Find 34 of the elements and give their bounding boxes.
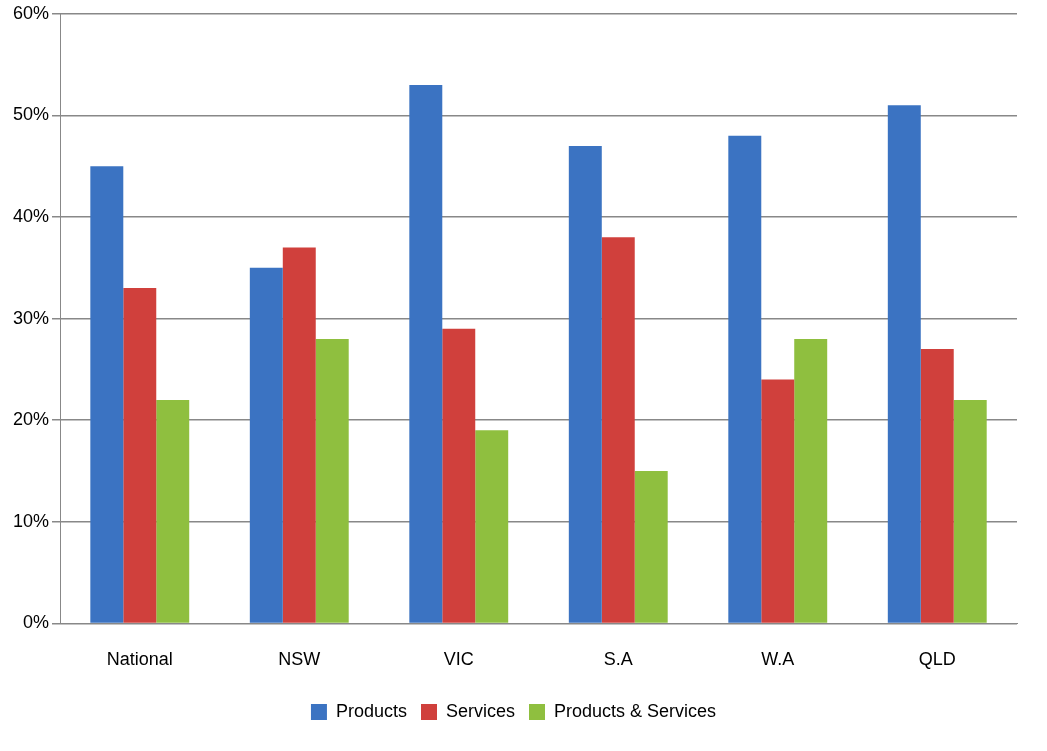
x-tick-label: W.A bbox=[761, 649, 795, 670]
y-tick-label: 50% bbox=[13, 104, 50, 125]
bar bbox=[920, 349, 954, 623]
bar bbox=[728, 135, 762, 623]
bar bbox=[761, 379, 795, 623]
bar bbox=[156, 399, 190, 623]
x-tick-label: S.A bbox=[603, 649, 633, 670]
bar bbox=[953, 399, 987, 623]
legend-label: Products & Services bbox=[554, 700, 717, 721]
legend-label: Products bbox=[335, 700, 407, 721]
bar bbox=[123, 288, 157, 623]
x-tick-label: National bbox=[106, 649, 173, 670]
bar bbox=[282, 247, 316, 623]
y-tick-label: 10% bbox=[13, 510, 50, 531]
bar bbox=[475, 430, 509, 623]
bar bbox=[887, 105, 921, 623]
bar bbox=[634, 471, 668, 623]
legend-label: Services bbox=[445, 700, 516, 721]
x-tick-label: NSW bbox=[278, 649, 321, 670]
bar bbox=[90, 166, 124, 623]
y-tick-label: 60% bbox=[13, 2, 50, 23]
y-tick-label: 0% bbox=[23, 612, 50, 633]
bar bbox=[249, 267, 283, 623]
y-tick-label: 30% bbox=[13, 307, 50, 328]
x-tick-label: VIC bbox=[443, 649, 474, 670]
y-tick-label: 20% bbox=[13, 409, 50, 430]
bar bbox=[315, 338, 349, 623]
x-tick-label: QLD bbox=[918, 649, 956, 670]
bar bbox=[794, 338, 828, 623]
bar bbox=[601, 237, 635, 623]
bar bbox=[442, 328, 476, 623]
y-tick-label: 40% bbox=[13, 205, 50, 226]
bar bbox=[409, 84, 443, 623]
bar bbox=[568, 145, 602, 623]
